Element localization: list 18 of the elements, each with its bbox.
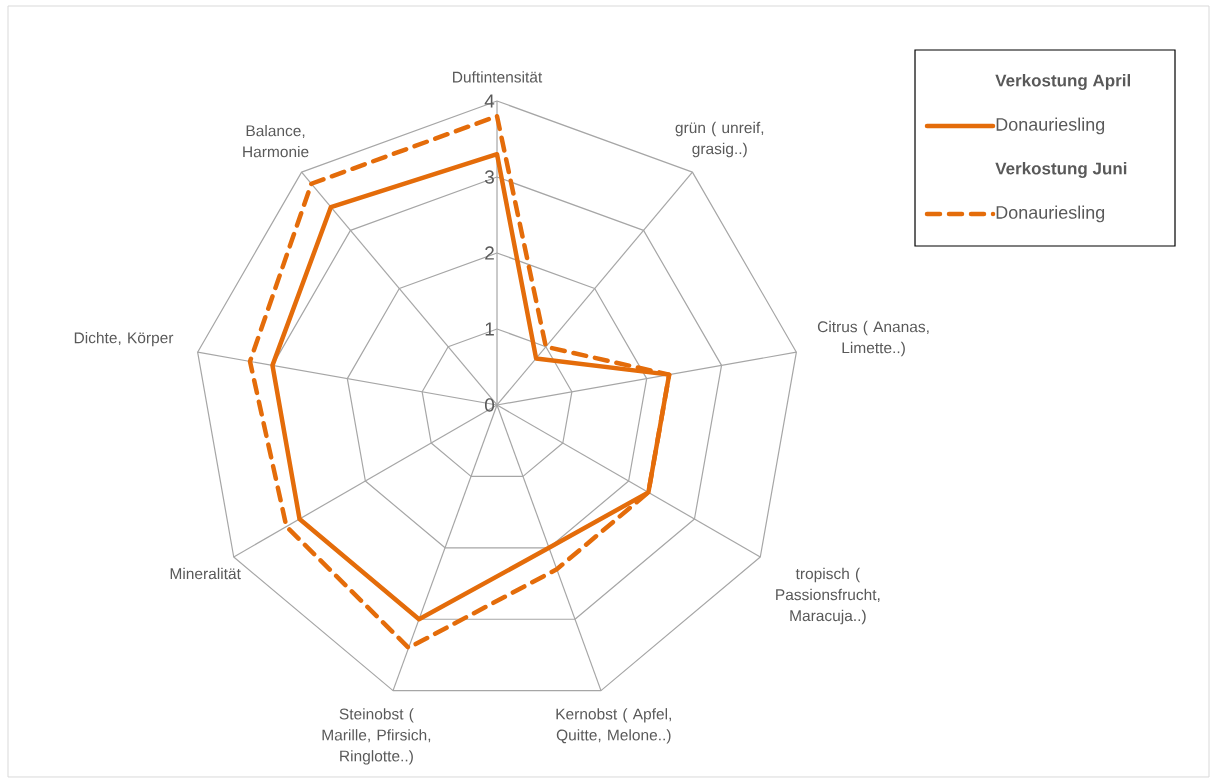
y-tick-label: 0 <box>484 398 495 412</box>
spoke-label: Balance, Harmonie <box>243 124 309 158</box>
text: Verkostung April <box>995 74 1131 90</box>
spoke-label: Mineralität <box>170 567 241 580</box>
spoke-label: Steinobst ( Marille, Pfirsich, Ringlotte..) <box>322 708 431 765</box>
spoke-label: grün ( unreif, grasig..) <box>675 121 764 158</box>
legend-label: Donauriesling <box>996 205 1105 223</box>
y-tick-label: 1 <box>485 322 494 336</box>
spoke-label: Dichte, Körper <box>74 331 174 347</box>
y-tick-label: 2 <box>485 246 494 260</box>
spoke-label: Citrus ( Ananas, Limette..) <box>817 320 929 357</box>
text: Verkostung Juni <box>995 162 1127 178</box>
y-tick-label: 4 <box>484 94 495 108</box>
legend-label: Donauriesling <box>996 117 1105 135</box>
y-tick-label: 3 <box>484 170 494 184</box>
spoke-label: Duftintensität <box>453 71 543 83</box>
spoke-label: Kernobst ( Apfel, Quitte, Melone..) <box>556 708 671 744</box>
spoke-label: tropisch ( Passionsfrucht, Maracuja..) <box>776 567 880 625</box>
